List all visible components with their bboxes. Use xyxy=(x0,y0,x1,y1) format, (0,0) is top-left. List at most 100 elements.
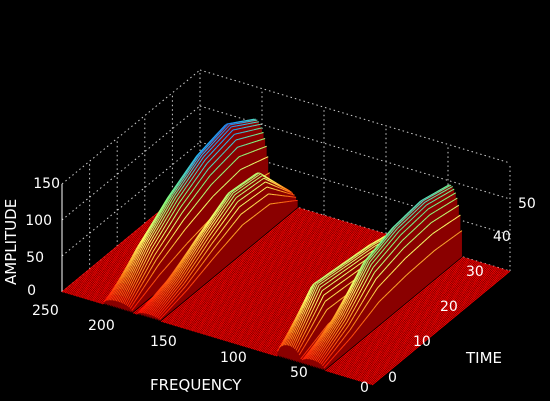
surface-segment xyxy=(138,225,143,229)
surface-segment xyxy=(113,279,117,283)
surface-segment xyxy=(72,280,77,284)
surface-segment xyxy=(114,280,119,284)
surface-segment xyxy=(116,265,120,269)
surface-segment xyxy=(121,257,125,261)
surface-segment xyxy=(108,250,112,254)
surface-segment xyxy=(245,123,248,125)
surface-segment xyxy=(70,288,75,292)
surface-segment xyxy=(92,270,97,274)
surface-segment xyxy=(235,128,239,130)
surface-segment xyxy=(107,256,112,260)
surface-segment xyxy=(124,261,129,265)
surface-segment xyxy=(236,124,240,127)
surface-segment xyxy=(78,275,82,279)
surface-segment xyxy=(128,253,132,257)
surface-segment xyxy=(92,286,97,290)
surface-segment xyxy=(117,265,122,269)
surface-segment xyxy=(107,272,112,276)
surface-segment xyxy=(129,238,134,242)
surface-segment xyxy=(144,233,149,239)
surface-segment xyxy=(122,254,126,258)
surface-segment xyxy=(116,283,121,290)
surface-segment xyxy=(125,243,130,247)
surface-segment xyxy=(113,267,117,271)
surface-segment xyxy=(112,276,117,280)
surface-segment xyxy=(108,262,112,267)
surface-segment xyxy=(257,123,261,126)
surface-segment xyxy=(93,295,98,299)
surface-segment xyxy=(104,283,108,287)
surface-segment xyxy=(151,219,155,226)
surface-segment xyxy=(101,263,105,267)
surface-segment xyxy=(127,261,132,268)
surface-segment xyxy=(106,256,110,260)
surface-segment xyxy=(102,276,106,280)
surface-segment xyxy=(80,279,84,283)
surface-segment xyxy=(143,223,147,227)
surface-segment xyxy=(78,291,82,295)
surface-segment xyxy=(104,295,108,299)
surface-segment xyxy=(133,254,138,261)
surface-segment xyxy=(131,235,135,239)
surface-segment xyxy=(97,284,101,288)
surface-segment xyxy=(93,292,97,296)
surface-segment xyxy=(98,281,102,285)
surface-segment xyxy=(131,241,136,246)
surface-segment xyxy=(89,278,93,282)
surface-segment xyxy=(107,292,112,298)
surface-segment xyxy=(69,291,73,295)
surface-segment xyxy=(67,287,71,292)
surface-segment xyxy=(131,251,135,255)
surface-segment xyxy=(87,294,92,298)
surface-segment xyxy=(136,240,140,244)
surface-segment xyxy=(124,246,129,250)
surface-segment xyxy=(143,226,148,230)
surface-segment xyxy=(126,249,130,253)
surface-segment xyxy=(78,282,83,286)
surface-segment xyxy=(81,276,85,280)
surface-segment xyxy=(118,247,123,251)
surface-segment xyxy=(142,229,146,233)
surface-segment xyxy=(105,268,110,272)
surface-segment xyxy=(127,256,131,260)
surface-segment xyxy=(107,268,111,272)
surface-segment xyxy=(115,274,120,278)
surface-segment xyxy=(111,248,115,252)
surface-segment xyxy=(96,265,101,269)
surface-segment xyxy=(110,251,114,255)
surface-segment xyxy=(119,257,124,261)
surface-segment xyxy=(136,230,140,235)
surface-segment xyxy=(81,279,86,283)
surface-segment xyxy=(109,272,113,276)
surface-segment xyxy=(88,291,93,295)
surface-segment xyxy=(132,239,137,243)
surface-segment xyxy=(92,292,96,296)
surface-segment xyxy=(88,269,92,273)
surface-segment xyxy=(96,290,100,294)
surface-segment xyxy=(134,246,139,253)
surface-segment xyxy=(83,295,87,299)
surface-segment xyxy=(129,260,133,267)
surface-segment xyxy=(120,251,125,255)
surface-segment xyxy=(112,286,116,292)
surface-segment xyxy=(97,272,101,276)
surface-segment xyxy=(119,269,123,273)
surface-segment xyxy=(94,261,99,266)
surface-segment xyxy=(78,288,82,292)
surface-segment xyxy=(117,262,121,266)
surface-segment xyxy=(127,240,131,244)
surface-segment xyxy=(85,290,90,294)
surface-segment xyxy=(111,251,116,255)
surface-segment xyxy=(242,123,246,126)
surface-segment xyxy=(103,255,107,259)
surface-segment xyxy=(105,265,110,269)
surface-segment xyxy=(113,289,118,296)
surface-segment xyxy=(66,290,70,294)
surface-segment xyxy=(84,293,88,297)
surface-segment xyxy=(91,285,95,289)
surface-segment xyxy=(137,240,141,244)
surface-segment xyxy=(247,122,251,125)
surface-segment xyxy=(91,273,95,277)
surface-segment xyxy=(87,278,91,282)
